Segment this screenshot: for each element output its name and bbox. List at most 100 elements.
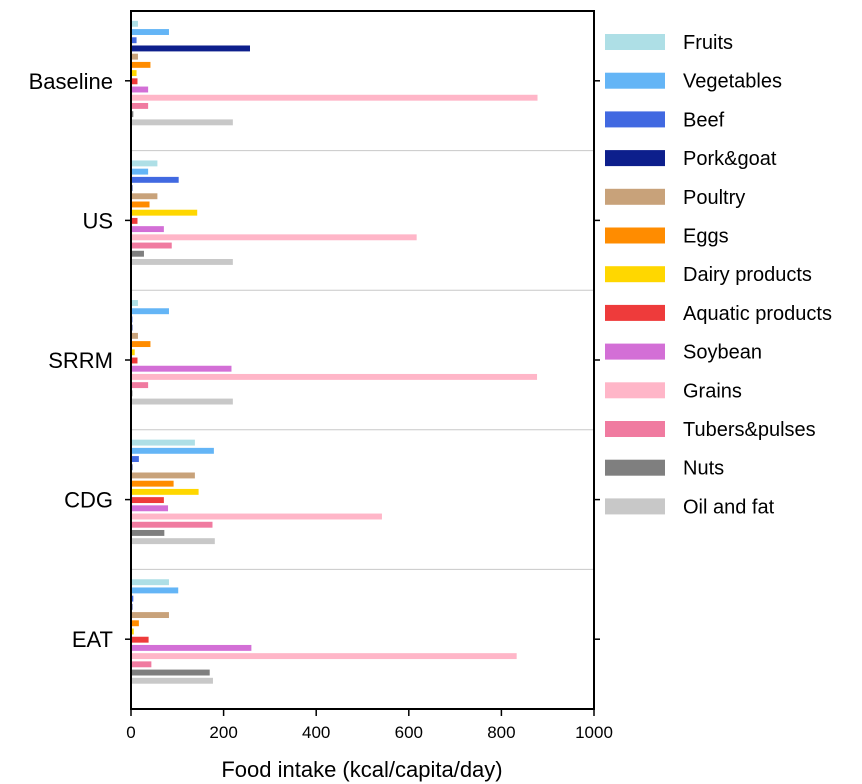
category-separators (131, 150, 594, 570)
bar-beef-cdg (131, 456, 139, 462)
legend-label: Aquatic products (683, 303, 832, 325)
bar-grains-us (131, 234, 417, 241)
legend-label: Fruits (683, 32, 733, 54)
bars (131, 20, 538, 684)
x-tick-label: 200 (209, 723, 237, 742)
bar-aquatic-products-baseline (131, 78, 138, 85)
category-label: CDG (64, 488, 113, 513)
legend-label: Dairy products (683, 264, 812, 286)
bar-grains-baseline (131, 94, 538, 101)
bar-tubers-pulses-eat (131, 661, 152, 668)
bar-oil-and-fat-us (131, 258, 233, 265)
bar-vegetables-eat (131, 587, 179, 594)
bar-soybean-srrm (131, 365, 232, 372)
bar-vegetables-us (131, 168, 149, 175)
x-axis-ticks: 0 200 400 600 800 1000 (126, 709, 613, 742)
x-axis-title: Food intake (kcal/capita/day) (221, 757, 502, 782)
category-label: Baseline (29, 69, 113, 94)
bar-vegetables-srrm (131, 308, 169, 315)
legend-label: Pork&goat (683, 148, 777, 170)
bar-poultry-srrm (131, 332, 138, 339)
bar-tubers-pulses-srrm (131, 382, 149, 389)
legend-swatch (605, 304, 665, 321)
bar-poultry-baseline (131, 53, 138, 60)
category-label: EAT (72, 627, 113, 652)
bar-nuts-eat (131, 669, 210, 676)
legend-swatch (605, 421, 665, 437)
bar-dairy-products-eat (131, 628, 134, 635)
bar-aquatic-products-us (131, 217, 138, 224)
bar-soybean-cdg (131, 505, 169, 512)
bar-eggs-us (131, 201, 150, 208)
legend-label: Vegetables (683, 71, 782, 93)
bar-eggs-baseline (131, 61, 151, 68)
bar-nuts-cdg (131, 529, 165, 536)
x-tick-label: 0 (126, 723, 135, 742)
bar-oil-and-fat-eat (131, 677, 213, 684)
legend-label: Soybean (683, 342, 762, 364)
bar-tubers-pulses-baseline (131, 102, 149, 109)
bar-dairy-products-cdg (131, 488, 199, 495)
bar-grains-eat (131, 653, 517, 660)
legend-swatch (605, 72, 665, 89)
x-tick-label: 800 (487, 723, 515, 742)
bar-aquatic-products-cdg (131, 497, 164, 504)
y-axis-categories: Baseline US SRRM CDG EAT (29, 69, 600, 652)
bar-poultry-us (131, 193, 158, 200)
bar-soybean-eat (131, 644, 252, 651)
bar-fruits-eat (131, 579, 169, 586)
bar-soybean-baseline (131, 86, 149, 93)
bar-oil-and-fat-srrm (131, 398, 233, 405)
category-label: US (82, 208, 113, 233)
bar-fruits-srrm (131, 300, 138, 306)
bar-aquatic-products-srrm (131, 357, 138, 364)
legend-label: Oil and fat (683, 496, 775, 518)
bar-fruits-us (131, 160, 158, 167)
bar-fruits-baseline (131, 20, 138, 27)
legend-swatch (605, 188, 665, 205)
bar-tubers-pulses-us (131, 242, 172, 249)
bar-oil-and-fat-baseline (131, 119, 233, 126)
bar-soybean-us (131, 226, 164, 233)
legend-label: Nuts (683, 458, 724, 480)
bar-beef-us (131, 176, 179, 183)
legend-label: Grains (683, 380, 742, 402)
bar-eggs-eat (131, 620, 139, 627)
bar-fruits-cdg (131, 439, 195, 446)
bar-dairy-products-us (131, 209, 198, 216)
bar-eggs-cdg (131, 480, 174, 487)
legend: Fruits Vegetables Beef Pork&goat Poultry Eggs… (605, 32, 832, 518)
bar-vegetables-baseline (131, 29, 169, 35)
bar-dairy-products-baseline (131, 70, 137, 77)
bar-dairy-products-srrm (131, 349, 135, 356)
bar-nuts-us (131, 250, 144, 257)
x-tick-label: 400 (302, 723, 330, 742)
legend-swatch (605, 266, 665, 283)
bar-beef-baseline (131, 37, 137, 44)
bar-vegetables-cdg (131, 447, 214, 454)
bar-nuts-baseline (131, 111, 134, 118)
legend-swatch (605, 459, 665, 476)
legend-label: Poultry (683, 187, 745, 209)
bar-poultry-cdg (131, 472, 195, 479)
bar-oil-and-fat-cdg (131, 538, 215, 545)
legend-swatch (605, 343, 665, 360)
bar-tubers-pulses-cdg (131, 521, 213, 528)
legend-swatch (605, 498, 665, 515)
bar-beef-eat (131, 595, 134, 602)
legend-label: Tubers&pulses (683, 419, 816, 441)
bar-eggs-srrm (131, 341, 151, 348)
legend-swatch (605, 111, 665, 128)
category-label: SRRM (48, 348, 113, 373)
legend-swatch (605, 150, 665, 167)
x-tick-label: 1000 (575, 723, 613, 742)
bar-pork-goat-baseline (131, 45, 250, 52)
bar-grains-cdg (131, 513, 382, 520)
x-tick-label: 600 (395, 723, 423, 742)
legend-swatch (605, 34, 665, 50)
legend-swatch (605, 382, 665, 399)
plot-frame (130, 10, 595, 710)
bar-aquatic-products-eat (131, 636, 149, 643)
bar-grains-srrm (131, 373, 538, 380)
